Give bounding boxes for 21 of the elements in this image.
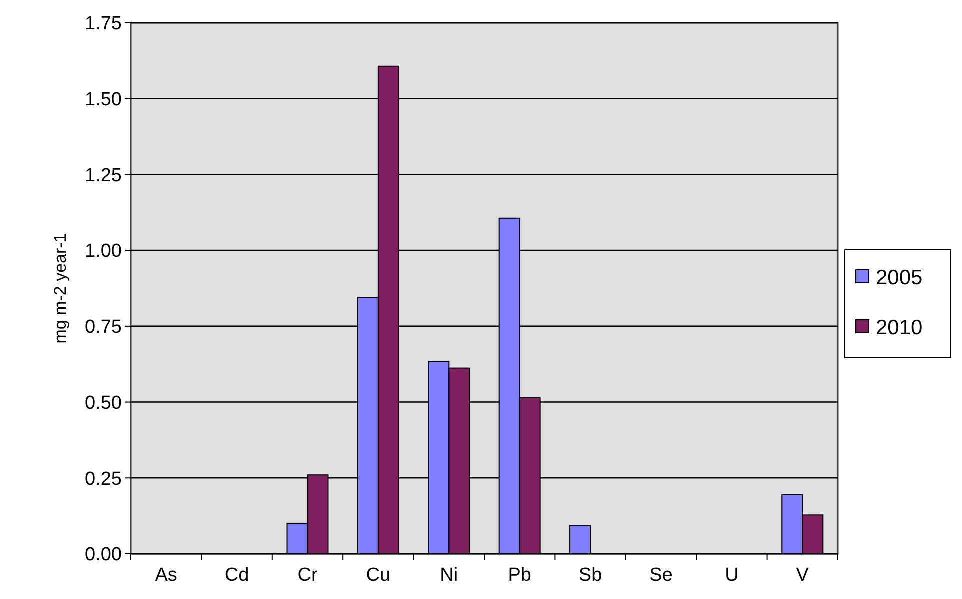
y-tick-label: 0.75	[85, 317, 122, 338]
x-tick-label: Cd	[224, 565, 250, 586]
x-tick-label: As	[155, 565, 178, 586]
x-tick-label: V	[796, 565, 810, 586]
x-tick-label: Cr	[298, 565, 318, 586]
y-tick-label: 1.25	[85, 165, 122, 186]
y-tick-label: 1.50	[85, 90, 122, 111]
y-tick-label: 0.25	[85, 468, 122, 490]
y-tick-label: 1.75	[85, 14, 122, 35]
y-tick-label: 1.00	[85, 241, 122, 262]
y-axis-title: mg m-2 year-1	[51, 233, 70, 344]
x-tick-label: Pb	[508, 565, 532, 586]
x-tick-label: Ni	[440, 565, 458, 586]
y-tick-label: 0.00	[85, 544, 122, 566]
y-tick-label: 0.50	[85, 392, 122, 414]
legend-label: 2005	[876, 266, 923, 290]
x-tick-label: U	[725, 565, 739, 586]
x-tick-label: Se	[650, 565, 673, 586]
x-tick-label: Cu	[366, 565, 391, 586]
x-tick-label: Sb	[578, 565, 602, 586]
legend-label: 2010	[876, 316, 923, 340]
